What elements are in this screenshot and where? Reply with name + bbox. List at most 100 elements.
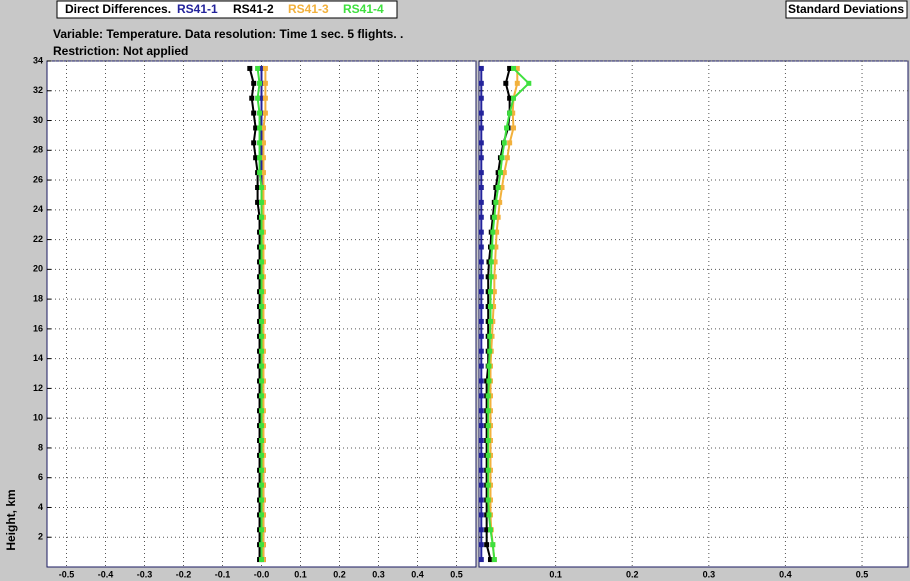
point-marker [486,378,492,384]
point-marker [478,378,484,384]
point-marker [491,557,497,563]
point-marker [484,542,490,548]
point-marker [493,244,499,250]
point-marker [487,304,493,310]
point-marker [510,65,516,71]
y-tick-label: 22 [33,234,43,244]
y-tick-label: 24 [33,204,43,214]
chart-title: Direct Differences. [65,2,171,16]
point-marker [259,438,264,443]
point-marker [487,333,493,339]
point-marker [510,110,516,116]
point-marker [259,199,264,205]
point-marker [478,467,484,473]
point-marker [251,110,257,116]
note: Variable: Temperature. Data resolution: … [53,27,403,41]
point-marker [259,467,264,473]
point-marker [259,393,264,399]
y-tick-label: 4 [38,502,43,512]
point-marker [504,155,510,161]
point-marker [255,65,261,71]
point-marker [262,80,268,86]
x-tick-label: 0.5 [856,569,869,579]
point-marker [478,259,484,265]
point-marker [501,170,507,176]
point-marker [489,244,495,250]
profile-line [256,68,263,560]
x-tick-label: 0.4 [779,569,792,579]
point-marker [478,393,484,399]
point-marker [493,199,499,205]
point-marker [478,557,484,563]
point-marker [487,527,493,533]
point-marker [260,170,266,176]
x-tick-label: -0.4 [98,569,114,579]
point-marker [478,542,484,548]
point-marker [478,155,484,161]
point-marker [478,199,484,205]
point-marker [259,289,264,295]
y-tick-label: 12 [33,383,43,393]
point-marker [492,259,498,265]
point-marker [259,244,264,250]
point-marker [259,557,264,563]
y-tick-label: 6 [38,472,43,482]
legend-entry: RS41-3 [288,2,329,16]
point-marker [507,140,513,146]
x-tick-label: 0.2 [626,569,639,579]
point-marker [478,125,484,131]
point-marker [478,318,484,324]
point-marker [249,95,255,101]
point-marker [478,452,484,458]
profile-line [489,68,519,560]
title-box [785,0,908,19]
y-tick-label: 20 [33,264,43,274]
point-marker [490,229,496,235]
point-marker [499,185,505,190]
point-marker [487,348,493,354]
point-marker [259,378,264,384]
point-marker [260,155,266,161]
point-marker [478,214,484,220]
point-marker [262,65,268,71]
point-marker [478,65,484,71]
point-marker [259,333,264,339]
point-marker [259,542,264,548]
point-marker [251,140,257,146]
point-marker [486,512,492,518]
legend-entry: RS41-4 [343,2,384,16]
plot-area [478,60,909,568]
point-marker [499,155,505,161]
point-marker [478,274,484,280]
point-marker [259,527,264,533]
point-marker [259,423,264,429]
point-marker [260,140,266,146]
point-marker [478,140,484,146]
point-marker [488,274,494,280]
point-marker [251,80,257,86]
point-marker [491,214,497,220]
point-marker [478,527,484,533]
x-tick-label: -0.1 [215,569,231,579]
y-tick-label: 30 [33,115,43,125]
profile-line [487,67,531,560]
chart-title: Standard Deviations [788,2,904,16]
profile-line [485,68,511,560]
point-marker [259,214,264,220]
point-marker [495,214,501,220]
x-tick-label: 0.4 [411,569,424,579]
point-marker [259,65,264,71]
point-marker [257,170,263,176]
point-marker [485,452,491,458]
point-marker [259,274,264,280]
point-marker [255,199,261,205]
point-marker [259,482,264,488]
point-marker [257,125,263,131]
point-marker [491,274,497,280]
point-marker [478,482,484,488]
point-marker [490,542,496,548]
point-marker [485,438,491,443]
y-tick-label: 16 [33,323,43,333]
point-marker [478,289,484,295]
